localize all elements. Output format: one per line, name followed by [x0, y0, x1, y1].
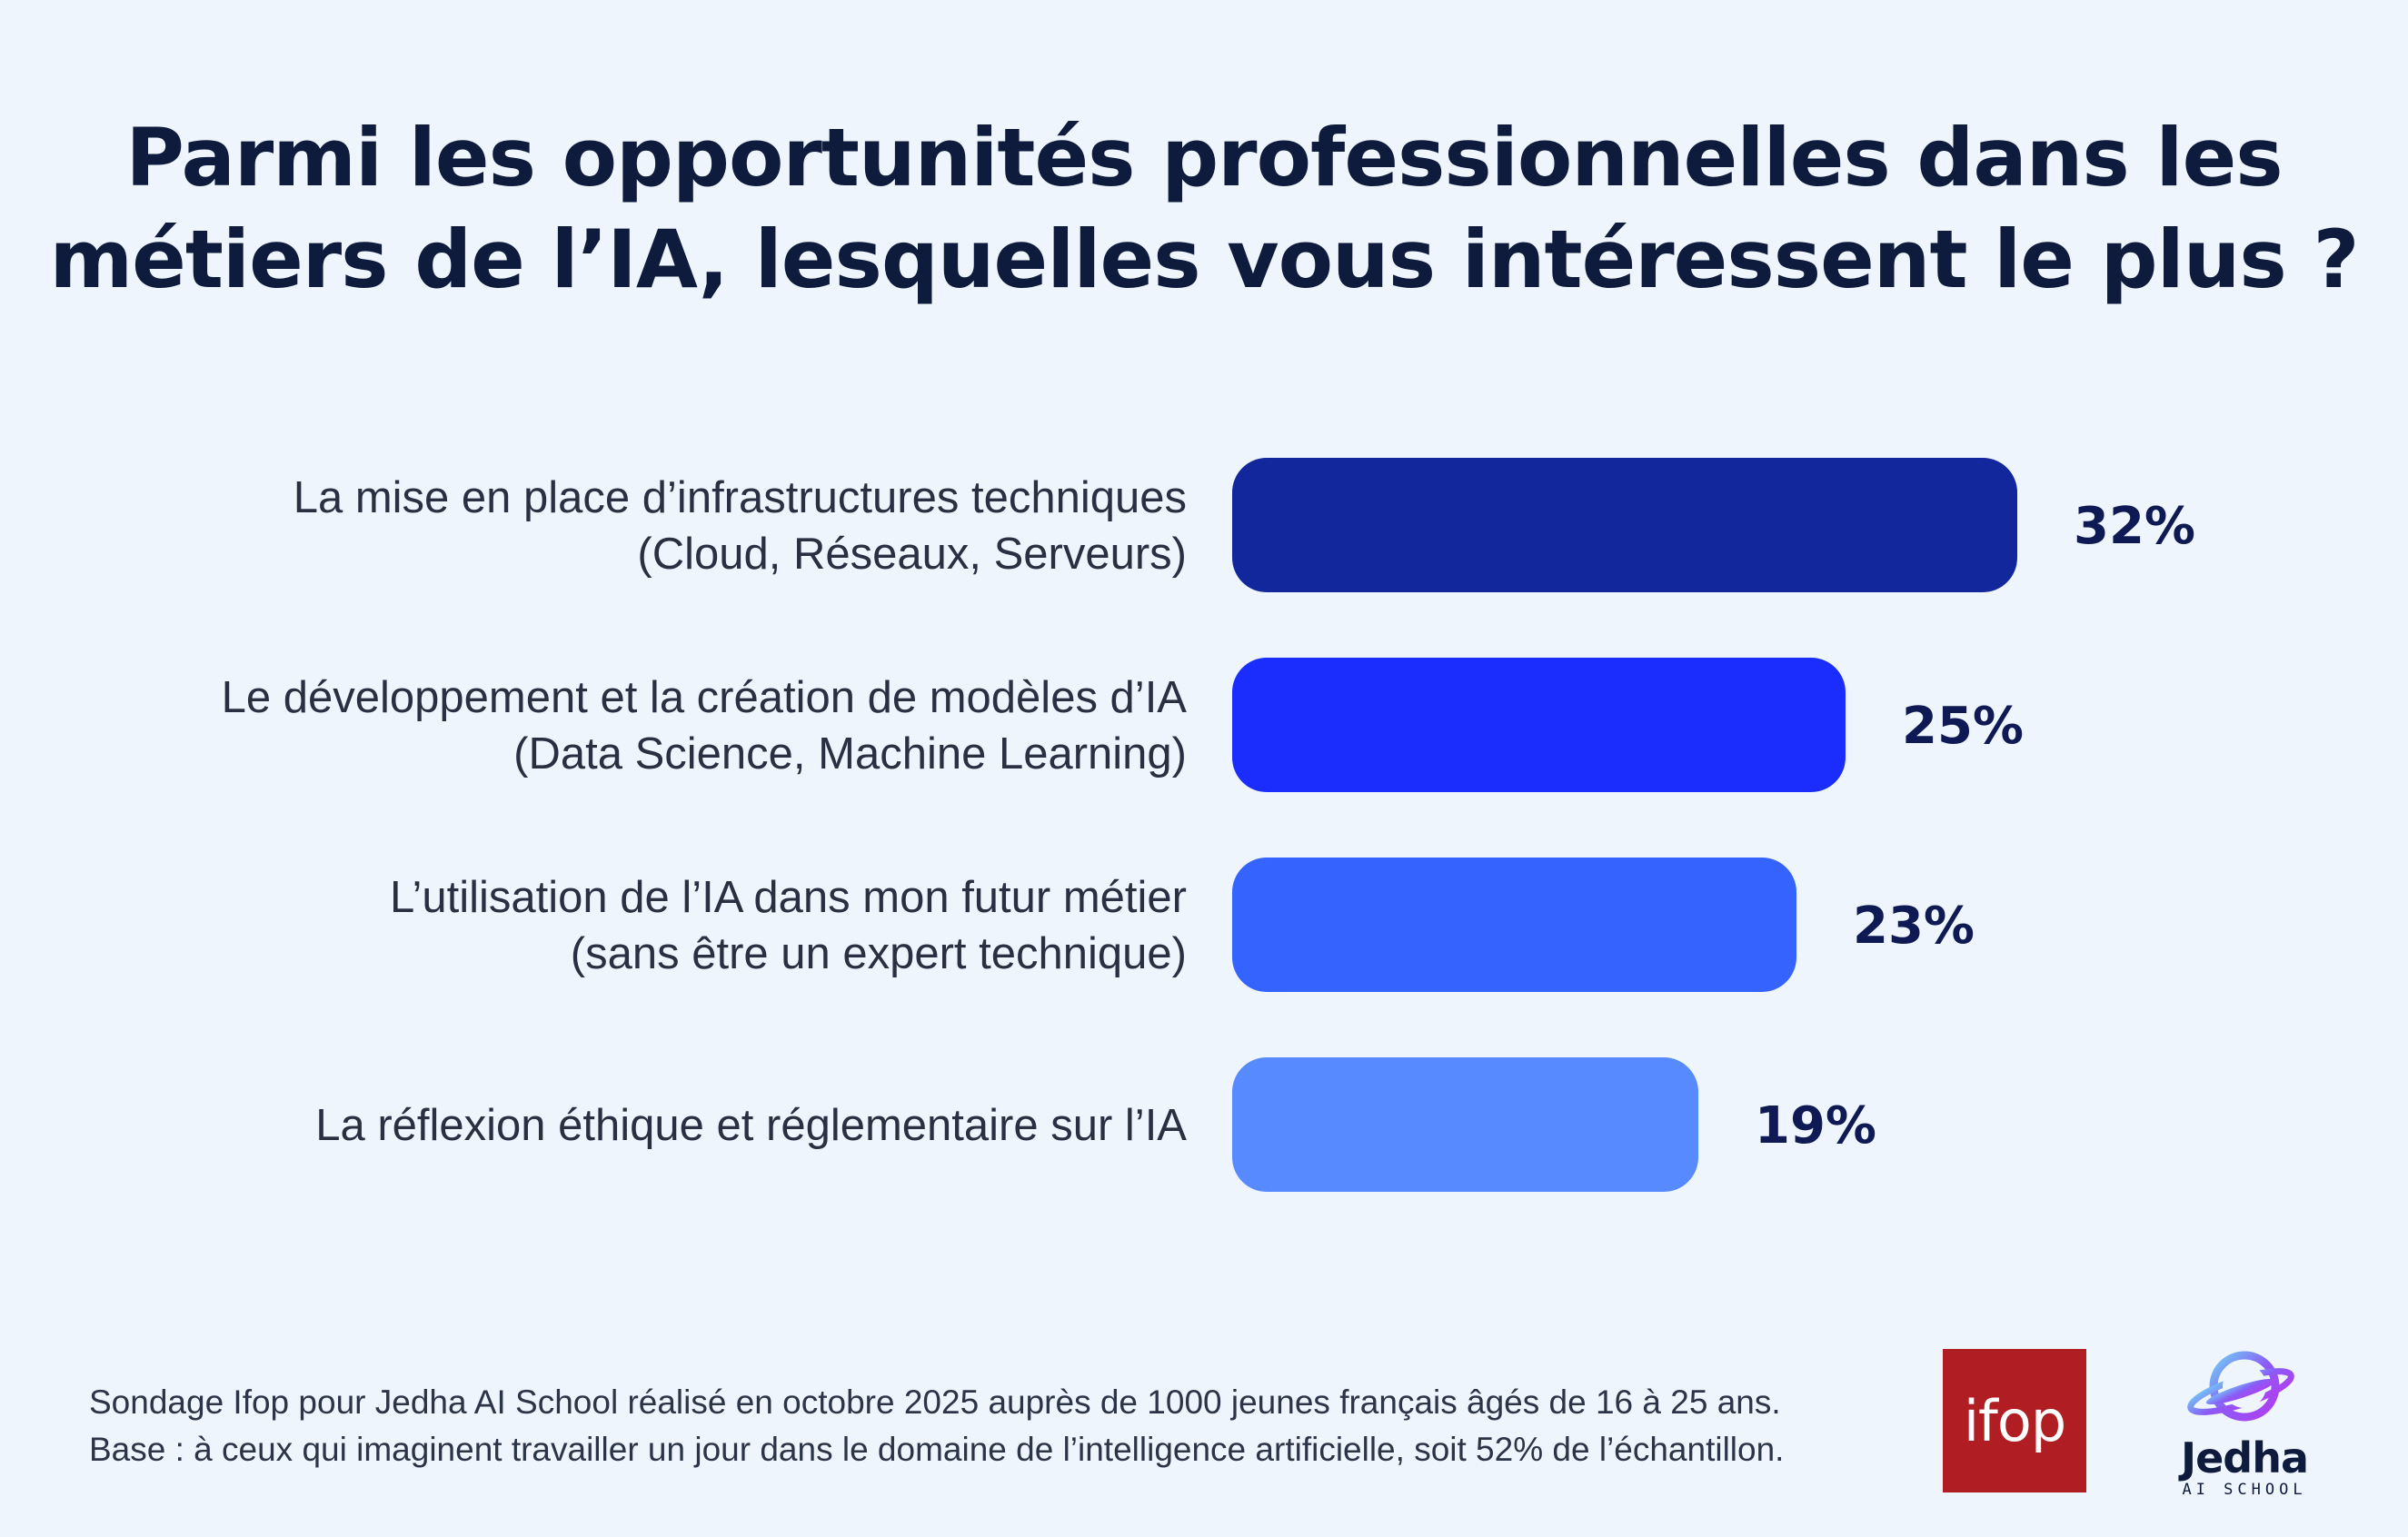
bar-3 — [1232, 858, 1796, 992]
footer-line-2: Base : à ceux qui imaginent travailler u… — [89, 1431, 1785, 1468]
jedha-emblem-icon — [2187, 1351, 2294, 1422]
chart-title: Parmi les opportunités professionnelles … — [0, 107, 2408, 311]
value-label-1: 32% — [2074, 497, 2195, 556]
category-label-3-line-1: L’utilisation de l’IA dans mon futur mét… — [390, 873, 1187, 922]
bar-1 — [1232, 458, 2017, 592]
footer-note: Sondage Ifop pour Jedha AI School réalis… — [89, 1379, 1784, 1473]
category-label-1-line-1: La mise en place d’infrastructures techn… — [294, 473, 1187, 522]
category-label-3-line-2: (sans être un expert technique) — [571, 929, 1187, 978]
footer-line-1: Sondage Ifop pour Jedha AI School réalis… — [89, 1383, 1781, 1421]
value-label-3: 23% — [1853, 897, 1975, 956]
bar-2 — [1232, 658, 1846, 792]
title-line-2: métiers de l’IA, lesquelles vous intéres… — [49, 213, 2359, 306]
value-label-4: 19% — [1755, 1096, 1876, 1155]
jedha-logo: Jedha AI SCHOOL — [2163, 1344, 2326, 1499]
jedha-subtitle: AI SCHOOL — [2182, 1481, 2307, 1499]
category-label-2-line-1: Le développement et la création de modèl… — [222, 673, 1188, 722]
bar-chart: 32% La mise en place d’infrastructures te… — [222, 458, 2195, 1192]
value-label-2: 25% — [1902, 697, 2024, 756]
bar-4 — [1232, 1057, 1698, 1192]
category-label-4-line-1: La réflexion éthique et réglementaire su… — [315, 1101, 1187, 1150]
jedha-name: Jedha — [2180, 1433, 2309, 1482]
title-line-1: Parmi les opportunités professionnelles … — [125, 111, 2283, 204]
ifop-logo: ifop — [1943, 1349, 2086, 1492]
category-label-1-line-2: (Cloud, Réseaux, Serveurs) — [637, 530, 1187, 579]
category-label-2-line-2: (Data Science, Machine Learning) — [513, 729, 1187, 778]
ifop-logo-text: ifop — [1963, 1387, 2066, 1454]
